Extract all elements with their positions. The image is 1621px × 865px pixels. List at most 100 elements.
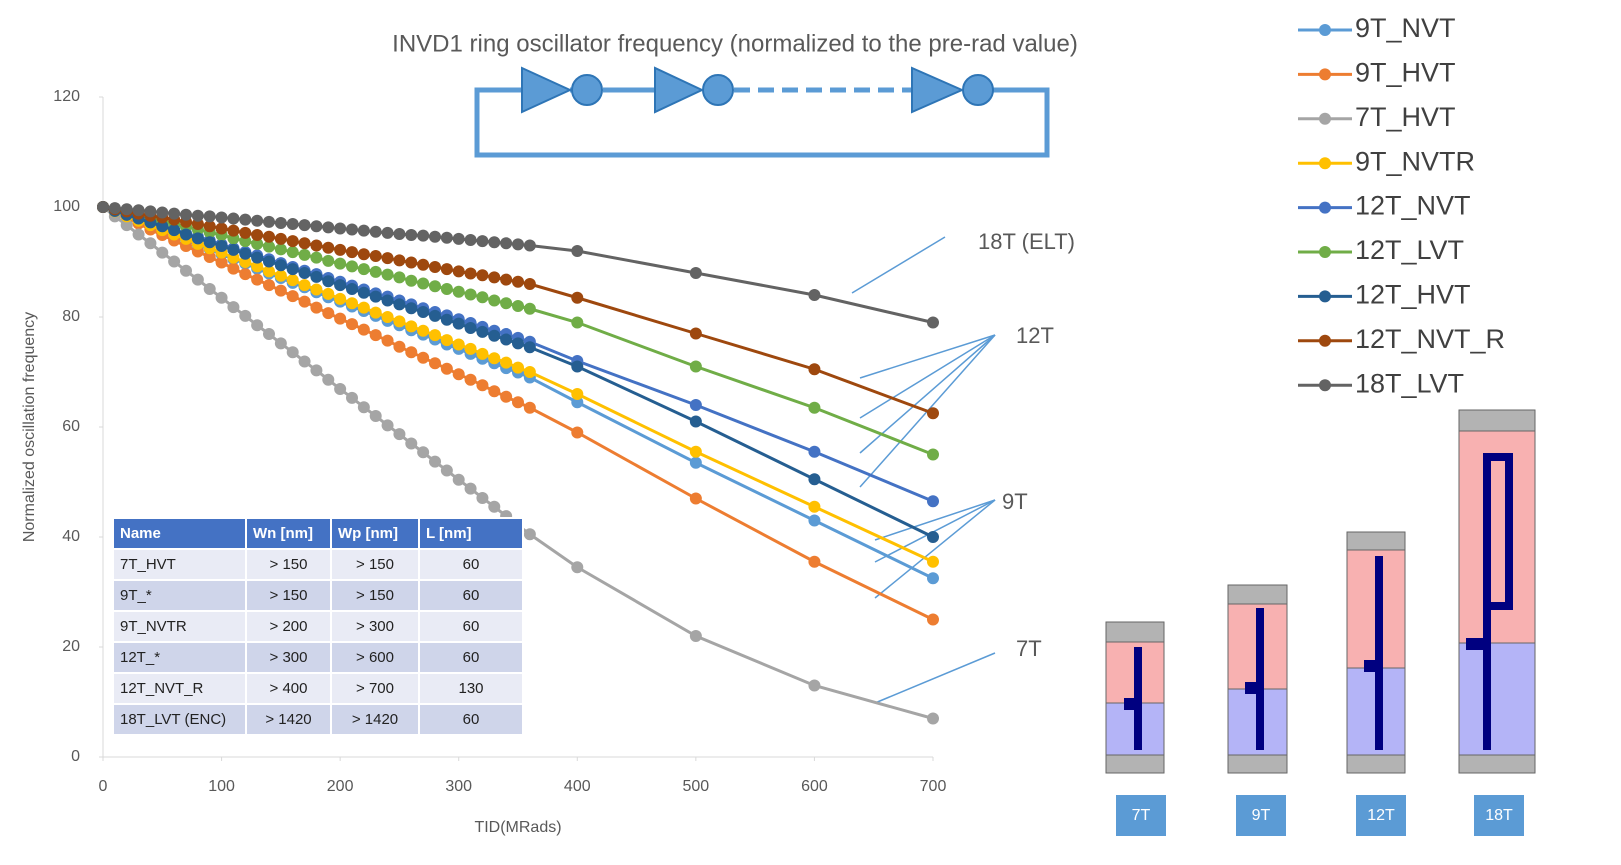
data-point (393, 228, 405, 240)
data-point (275, 243, 287, 255)
x-tick-label: 200 (327, 778, 354, 795)
data-point (144, 237, 156, 249)
x-tick-label: 300 (445, 778, 472, 795)
data-point (310, 240, 322, 252)
data-point (690, 399, 702, 411)
data-point (382, 227, 394, 239)
data-point (322, 374, 334, 386)
data-point (168, 208, 180, 220)
data-point (488, 295, 500, 307)
data-point (571, 317, 583, 329)
data-point (370, 226, 382, 238)
x-tick-label: 700 (920, 778, 947, 795)
x-tick-label: 0 (99, 778, 108, 795)
data-point (465, 374, 477, 386)
data-point (227, 263, 239, 275)
data-point (488, 352, 500, 364)
annotation: 9T (1002, 489, 1028, 514)
data-point (571, 292, 583, 304)
data-point (524, 278, 536, 290)
data-point (287, 263, 299, 275)
data-point (382, 269, 394, 281)
table-cell: > 600 (331, 642, 419, 673)
legend-label: 9T_NVTR (1355, 146, 1475, 176)
data-point (500, 391, 512, 403)
legend-label: 12T_NVT_R (1355, 324, 1505, 354)
data-point (192, 232, 204, 244)
data-point (334, 279, 346, 291)
y-tick-label: 20 (62, 638, 80, 655)
data-point (192, 210, 204, 222)
data-point (370, 410, 382, 422)
legend-label: 9T_HVT (1355, 58, 1456, 88)
data-point (453, 368, 465, 380)
annotation-arrows (852, 237, 995, 703)
data-point (133, 204, 145, 216)
data-point (251, 229, 263, 241)
data-point (263, 328, 275, 340)
table-row: 12T_*> 300> 60060 (113, 642, 523, 673)
legend-marker (1319, 113, 1331, 125)
data-point (251, 319, 263, 331)
data-point (227, 225, 239, 237)
data-point (500, 297, 512, 309)
data-point (287, 274, 299, 286)
data-point (571, 245, 583, 257)
data-point (263, 231, 275, 243)
table-row: 18T_LVT (ENC)> 1420> 142060 (113, 704, 523, 735)
data-point (476, 326, 488, 338)
data-point (346, 260, 358, 272)
data-point (808, 473, 820, 485)
data-point (465, 268, 477, 280)
table-header-cell: Name (113, 518, 246, 549)
data-point (322, 221, 334, 233)
data-point (524, 240, 536, 252)
chart-title: INVD1 ring oscillator frequency (normali… (392, 30, 1078, 57)
data-point (251, 274, 263, 286)
table-cell: > 400 (246, 673, 331, 704)
y-axis-title: Normalized oscillation frequency (21, 312, 38, 542)
data-point (927, 495, 939, 507)
page: INVD1 ring oscillator frequency (normali… (0, 0, 1621, 865)
data-point (405, 320, 417, 332)
data-point (358, 248, 370, 260)
data-point (465, 343, 477, 355)
table-cell: > 200 (246, 611, 331, 642)
data-point (227, 244, 239, 256)
data-point (927, 317, 939, 329)
table-header-cell: Wp [nm] (331, 518, 419, 549)
data-point (927, 572, 939, 584)
data-point (299, 267, 311, 279)
data-point (476, 269, 488, 281)
data-point (168, 255, 180, 267)
data-point (358, 401, 370, 413)
data-point (512, 337, 524, 349)
data-point (192, 274, 204, 286)
table-header: NameWn [nm]Wp [nm]L [nm] (113, 518, 523, 549)
data-point (512, 276, 524, 288)
data-point (571, 388, 583, 400)
data-point (405, 302, 417, 314)
data-point (299, 296, 311, 308)
table-cell: 60 (419, 704, 523, 735)
table-cell: 12T_NVT_R (113, 673, 246, 704)
data-point (500, 237, 512, 249)
data-point (346, 246, 358, 258)
data-point (512, 300, 524, 312)
data-point (334, 293, 346, 305)
data-point (310, 271, 322, 283)
data-point (393, 271, 405, 283)
y-tick-label: 100 (53, 198, 80, 215)
data-point (299, 219, 311, 231)
table-cell: 9T_* (113, 580, 246, 611)
annotation: 7T (1016, 636, 1042, 661)
data-point (370, 266, 382, 278)
data-point (571, 561, 583, 573)
data-point (417, 325, 429, 337)
data-point (156, 247, 168, 259)
data-point (690, 630, 702, 642)
data-point (690, 361, 702, 373)
data-point (310, 364, 322, 376)
data-point (358, 287, 370, 299)
